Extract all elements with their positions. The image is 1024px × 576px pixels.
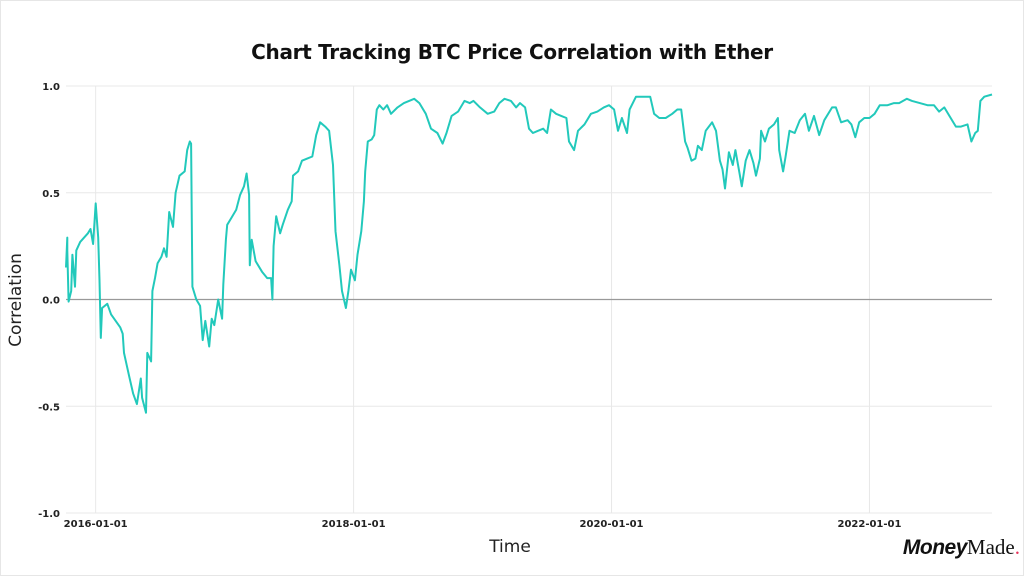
logo-dot: . xyxy=(1014,535,1020,559)
x-tick-label: 2022-01-01 xyxy=(837,519,901,530)
y-tick-label: -0.5 xyxy=(38,402,60,413)
logo-light-text: Made xyxy=(966,535,1015,559)
tick-labels: 2016-01-01 2018-01-01 2020-01-01 2022-01-01… xyxy=(38,82,901,530)
gridlines xyxy=(66,85,992,514)
x-axis-label: Time xyxy=(489,537,531,557)
moneymade-logo: MoneyMade. xyxy=(903,535,1020,560)
y-tick-label: 1.0 xyxy=(42,82,60,93)
y-tick-label: 0.0 xyxy=(42,296,60,307)
y-tick-label: -1.0 xyxy=(38,509,60,520)
x-tick-label: 2020-01-01 xyxy=(580,519,644,530)
y-axis-label: Correlation xyxy=(6,253,26,347)
series-line-correlation xyxy=(65,93,993,414)
chart-title: Chart Tracking BTC Price Correlation wit… xyxy=(251,40,773,64)
x-tick-label: 2016-01-01 xyxy=(64,519,128,530)
x-tick-label: 2018-01-01 xyxy=(322,519,386,530)
logo-bold-text: Money xyxy=(902,536,968,559)
y-tick-label: 0.5 xyxy=(42,189,60,200)
